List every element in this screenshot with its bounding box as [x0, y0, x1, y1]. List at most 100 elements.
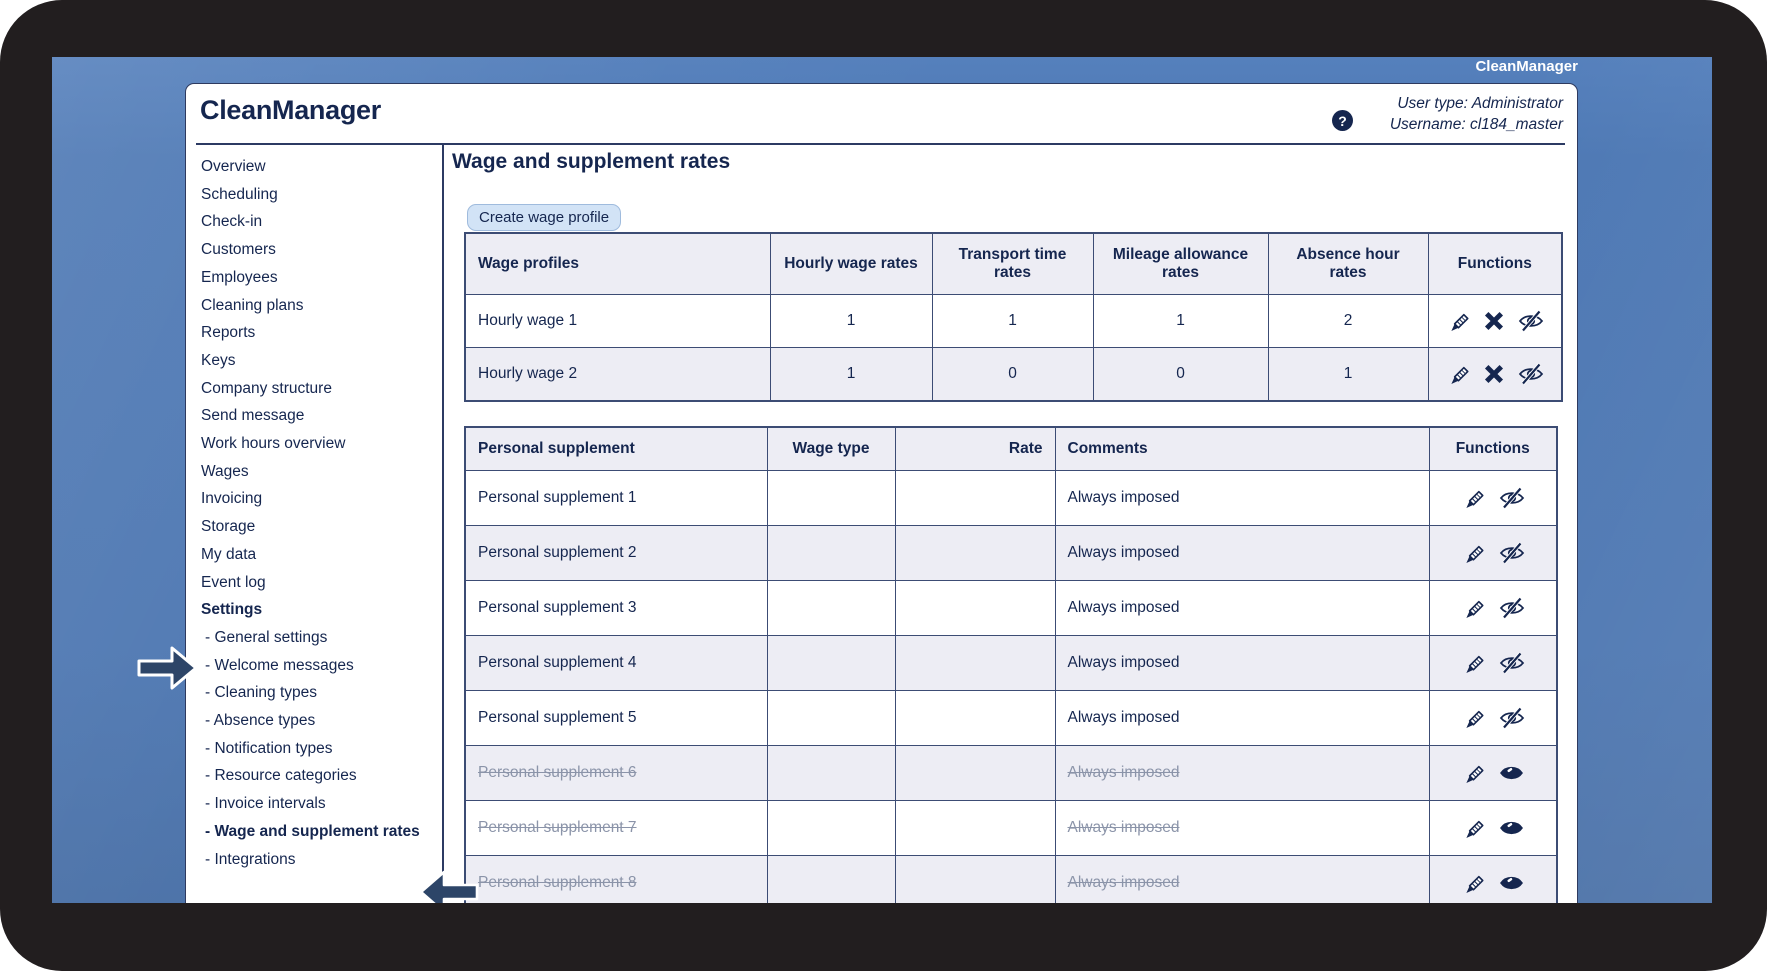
show-button[interactable]	[1494, 874, 1529, 892]
supplement-name: Personal supplement 6	[464, 745, 768, 801]
functions-cell	[1428, 470, 1558, 526]
delete-button[interactable]	[1479, 311, 1509, 331]
rate-value	[894, 470, 1056, 526]
main-content: Wage and supplement rates Create wage pr…	[186, 84, 1577, 903]
sidebar-item-my-data[interactable]: My data	[201, 545, 257, 563]
col-wage-profiles: Wage profiles	[464, 232, 771, 295]
sidebar-item-storage[interactable]: Storage	[201, 518, 256, 536]
supplement-table-row: Personal supplement 7 Always imposed	[464, 800, 1558, 856]
col-comments: Comments	[1054, 426, 1430, 471]
absence-hour-rates-value: 2	[1267, 294, 1429, 348]
personal-supplement-table: Personal supplement Wage type Rate Comme…	[464, 426, 1558, 903]
sidebar-item-keys[interactable]: Keys	[201, 351, 236, 369]
edit-button[interactable]	[1456, 596, 1490, 620]
app-window: CleanManager ? User type: Administrator …	[185, 83, 1578, 903]
wage-type-value	[766, 855, 896, 903]
sidebar-item-integrations[interactable]: - Integrations	[205, 850, 296, 868]
hide-button[interactable]	[1494, 542, 1530, 564]
pencil-icon	[1465, 600, 1484, 618]
create-wage-profile-button[interactable]: Create wage profile	[467, 204, 622, 231]
help-glyph: ?	[1338, 112, 1347, 129]
sidebar-item-overview[interactable]: Overview	[201, 158, 266, 175]
hide-button[interactable]	[1494, 597, 1530, 619]
edit-button[interactable]	[1456, 651, 1490, 675]
supplement-name: Personal supplement 1	[464, 470, 768, 526]
edit-button[interactable]	[1456, 871, 1490, 895]
sidebar-item-absence-types[interactable]: - Absence types	[205, 712, 316, 730]
edit-button[interactable]	[1441, 309, 1475, 333]
sidebar-item-settings[interactable]: Settings	[201, 601, 263, 619]
help-icon[interactable]: ?	[1332, 110, 1353, 131]
wage-profile-name: Hourly wage 1	[464, 294, 771, 348]
sidebar-item-wages[interactable]: Wages	[201, 462, 249, 480]
sidebar-item-event-log[interactable]: Event log	[201, 573, 266, 591]
sidebar-item-customers[interactable]: Customers	[201, 241, 276, 259]
sidebar-item-cleaning-plans[interactable]: Cleaning plans	[201, 296, 304, 314]
eye-slash-icon	[1499, 707, 1525, 729]
sidebar-item-work-hours-overview[interactable]: Work hours overview	[201, 435, 346, 453]
wage-type-value	[766, 745, 896, 801]
functions-cell	[1428, 525, 1558, 581]
functions-cell	[1428, 745, 1558, 801]
background-brand-text: CleanManager	[1475, 58, 1578, 75]
mileage-allowance-rates-value: 1	[1092, 294, 1269, 348]
sidebar-item-general-settings[interactable]: - General settings	[205, 628, 328, 646]
transport-time-rates-value: 0	[931, 347, 1094, 402]
col-wage-type: Wage type	[766, 426, 896, 471]
mileage-allowance-rates-value: 0	[1092, 347, 1269, 402]
hide-button[interactable]	[1494, 487, 1530, 509]
wage-type-value	[766, 580, 896, 636]
hide-button[interactable]	[1494, 707, 1530, 729]
sidebar-item-company-structure[interactable]: Company structure	[201, 379, 332, 397]
rate-value	[894, 525, 1056, 581]
pencil-icon	[1466, 765, 1484, 783]
wage-profiles-table: Wage profiles Hourly wage rates Transpor…	[464, 232, 1564, 402]
hourly-wage-rates-value: 1	[769, 347, 933, 402]
hide-button[interactable]	[1494, 652, 1530, 674]
sidebar-item-check-in[interactable]: Check-in	[201, 213, 263, 231]
edit-button[interactable]	[1456, 706, 1490, 730]
comment-value: Always imposed	[1054, 800, 1430, 856]
edit-button[interactable]	[1456, 541, 1490, 565]
absence-hour-rates-value: 1	[1267, 347, 1429, 402]
edit-button[interactable]	[1456, 486, 1490, 510]
sidebar-item-cleaning-types[interactable]: - Cleaning types	[205, 684, 318, 702]
sidebar-item-scheduling[interactable]: Scheduling	[201, 185, 278, 203]
sidebar-item-employees[interactable]: Employees	[201, 268, 278, 286]
wage-and-supplement-pointer-arrow	[418, 867, 480, 903]
show-button[interactable]	[1494, 819, 1529, 837]
edit-button[interactable]	[1456, 761, 1490, 785]
sidebar-item-send-message[interactable]: Send message	[201, 407, 305, 425]
sidebar-item-invoice-intervals[interactable]: - Invoice intervals	[205, 795, 326, 813]
delete-button[interactable]	[1479, 364, 1509, 384]
rate-value	[894, 690, 1056, 746]
sidebar-item-wage-and-supplement-rates[interactable]: - Wage and supplement rates	[205, 822, 420, 840]
edit-button[interactable]	[1441, 362, 1475, 386]
desktop-background: CleanManager CleanManager ? User type: A…	[52, 57, 1712, 903]
app-logo: CleanManager	[200, 95, 381, 125]
sidebar-item-invoicing[interactable]: Invoicing	[201, 490, 263, 508]
rate-value	[894, 580, 1056, 636]
sidebar-item-welcome-messages[interactable]: - Welcome messages	[205, 656, 354, 674]
comment-value: Always imposed	[1054, 855, 1430, 903]
show-button[interactable]	[1494, 764, 1529, 782]
edit-button[interactable]	[1456, 816, 1490, 840]
pencil-icon	[1450, 366, 1469, 384]
sidebar-item-notification-types[interactable]: - Notification types	[205, 739, 333, 757]
functions-cell	[1427, 294, 1563, 348]
x-icon	[1484, 311, 1503, 331]
wage-table-header-row: Wage profiles Hourly wage rates Transpor…	[464, 232, 1563, 295]
x-icon	[1484, 364, 1503, 384]
wage-type-value	[766, 635, 896, 691]
sidebar-item-reports[interactable]: Reports	[201, 324, 256, 342]
supplement-table-row: Personal supplement 2 Always imposed	[464, 525, 1558, 581]
sidebar-item-resource-categories[interactable]: - Resource categories	[205, 767, 357, 785]
wage-table-row: Hourly wage 1 1 1 1 2	[464, 294, 1563, 348]
hide-button[interactable]	[1513, 310, 1549, 332]
wage-type-value	[766, 470, 896, 526]
wage-type-value	[766, 525, 896, 581]
user-type-text: User type: Administrator	[1397, 95, 1563, 112]
hide-button[interactable]	[1513, 363, 1549, 385]
supplement-name: Personal supplement 3	[464, 580, 768, 636]
